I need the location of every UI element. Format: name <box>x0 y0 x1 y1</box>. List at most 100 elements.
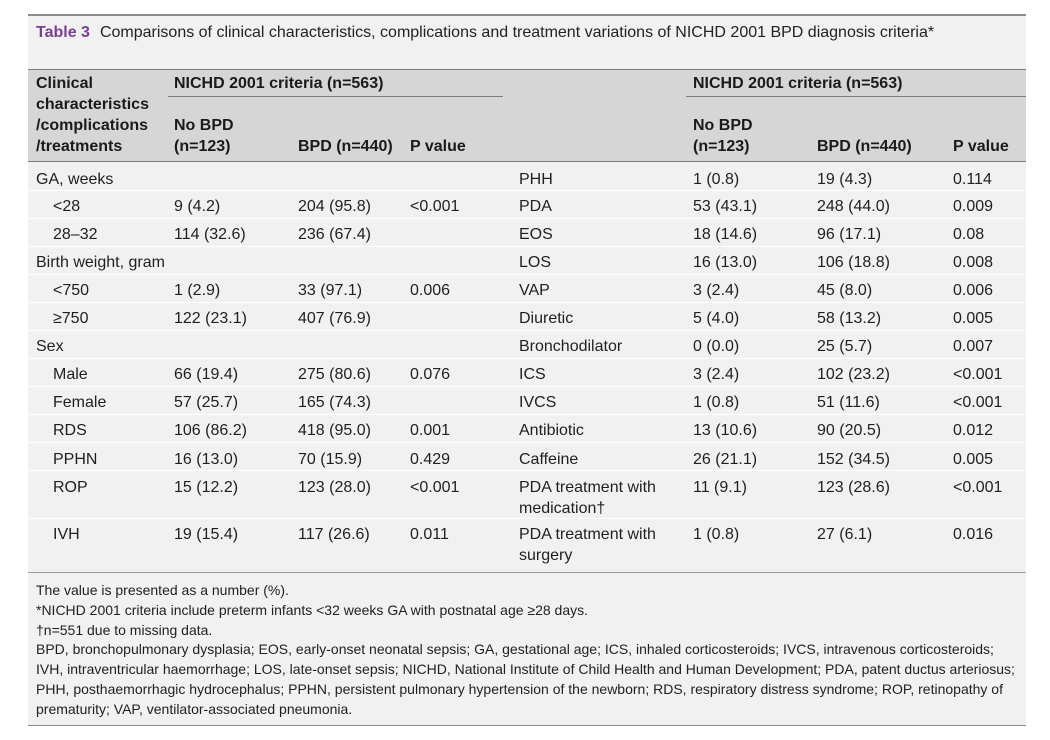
group-left-rule <box>168 96 503 97</box>
cell-no-bpd: 66 (19.4) <box>174 366 239 383</box>
cell-p-value: 0.012 <box>953 422 994 439</box>
cell-no-bpd: 122 (23.1) <box>174 310 247 327</box>
cell-no-bpd: 26 (21.1) <box>693 451 758 468</box>
cell-no-bpd: 1 (0.8) <box>693 394 740 411</box>
row-label: Antibiotic <box>519 422 584 439</box>
body-bottom-rule <box>28 572 1026 573</box>
cell-bpd: 106 (18.8) <box>817 254 890 271</box>
cell-no-bpd: 57 (25.7) <box>174 394 239 411</box>
cell-bpd: 45 (8.0) <box>817 282 873 299</box>
cell-p-value: 0.011 <box>410 526 449 543</box>
cell-p-value: 0.008 <box>953 254 994 271</box>
cell-bpd: 25 (5.7) <box>817 338 873 355</box>
row-label: Female <box>53 394 107 411</box>
cell-p-value: 0.076 <box>410 366 451 383</box>
row-divider <box>28 358 1026 359</box>
cell-p-value: <0.001 <box>953 366 1003 383</box>
cell-bpd: 152 (34.5) <box>817 451 890 468</box>
row-label: PDA <box>519 198 552 215</box>
cell-bpd: 204 (95.8) <box>298 198 371 215</box>
row-label: Male <box>53 366 88 383</box>
row-label: <750 <box>53 282 90 299</box>
group-header-right: NICHD 2001 criteria (n=563) <box>693 75 903 92</box>
row-divider <box>28 442 1026 443</box>
cell-bpd: 51 (11.6) <box>817 394 880 411</box>
row-label: Diuretic <box>519 310 574 327</box>
cell-bpd: 102 (23.2) <box>817 366 890 383</box>
group-right-rule <box>686 96 1026 97</box>
cell-bpd: 407 (76.9) <box>298 310 371 327</box>
cell-no-bpd: 11 (9.1) <box>693 479 747 496</box>
cell-p-value: 0.429 <box>410 451 451 468</box>
cell-p-value: 0.08 <box>953 226 985 243</box>
col-header-bpd-left: BPD (n=440) <box>298 138 393 155</box>
table-caption: Table 3 Comparisons of clinical character… <box>36 22 1016 43</box>
cell-p-value: 0.114 <box>953 171 992 188</box>
cell-bpd: 96 (17.1) <box>817 226 882 243</box>
row-label: PDA treatment with medication† <box>519 479 656 517</box>
row-label: ≥750 <box>53 310 89 327</box>
header-bottom-rule <box>28 161 1026 162</box>
cell-p-value: 0.006 <box>953 282 994 299</box>
cell-bpd: 123 (28.6) <box>817 479 890 496</box>
cell-no-bpd: 5 (4.0) <box>693 310 740 327</box>
cell-no-bpd: 15 (12.2) <box>174 479 239 496</box>
table-title: Comparisons of clinical characteristics,… <box>99 24 935 41</box>
row-divider <box>28 302 1026 303</box>
table-header <box>28 69 1026 162</box>
cell-bpd: 33 (97.1) <box>298 282 363 299</box>
cell-bpd: 248 (44.0) <box>817 198 890 215</box>
cell-p-value: 0.007 <box>953 338 994 355</box>
row-label: IVH <box>53 526 80 543</box>
cell-p-value: <0.001 <box>410 479 460 496</box>
cell-no-bpd: 53 (43.1) <box>693 198 758 215</box>
footnotes: The value is presented as a number (%). … <box>36 581 1021 720</box>
row-label: VAP <box>519 282 550 299</box>
table-panel: Table 3 Comparisons of clinical character… <box>28 14 1026 726</box>
cell-p-value: 0.006 <box>410 282 451 299</box>
cell-no-bpd: 0 (0.0) <box>693 338 740 355</box>
row-label: Bronchodilator <box>519 338 623 355</box>
cell-bpd: 90 (20.5) <box>817 422 882 439</box>
cell-no-bpd: 1 (0.8) <box>693 171 740 188</box>
cell-no-bpd: 114 (32.6) <box>174 226 246 243</box>
row-label: 28–32 <box>53 226 98 243</box>
row-label: PDA treatment with surgery <box>519 526 656 564</box>
row-label: <28 <box>53 198 81 215</box>
table-label: Table 3 <box>36 24 90 41</box>
cell-no-bpd: 9 (4.2) <box>174 198 221 215</box>
col-header-bpd-right: BPD (n=440) <box>817 138 912 155</box>
cell-no-bpd: 18 (14.6) <box>693 226 758 243</box>
cell-p-value: 0.001 <box>410 422 451 439</box>
cell-no-bpd: 1 (2.9) <box>174 282 221 299</box>
row-divider <box>28 386 1026 387</box>
row-divider <box>28 274 1026 275</box>
cell-bpd: 123 (28.0) <box>298 479 371 496</box>
footnote: The value is presented as a number (%). <box>36 582 289 598</box>
cell-no-bpd: 106 (86.2) <box>174 422 247 439</box>
cell-bpd: 19 (4.3) <box>817 171 873 188</box>
row-label: GA, weeks <box>36 171 114 188</box>
row-label: PPHN <box>53 451 98 468</box>
col-header-characteristics: Clinical characteristics /complications … <box>36 75 149 155</box>
row-label: LOS <box>519 254 552 271</box>
row-label: EOS <box>519 226 553 243</box>
cell-bpd: 236 (67.4) <box>298 226 371 243</box>
row-label: Sex <box>36 338 64 355</box>
cell-no-bpd: 19 (15.4) <box>174 526 239 543</box>
row-divider <box>28 190 1026 191</box>
row-label: ICS <box>519 366 546 383</box>
footnote: *NICHD 2001 criteria include preterm inf… <box>36 601 589 618</box>
group-header-left: NICHD 2001 criteria (n=563) <box>174 75 384 92</box>
row-divider <box>28 518 1026 519</box>
row-divider <box>28 470 1026 471</box>
cell-p-value: 0.005 <box>953 451 994 468</box>
cell-no-bpd: 16 (13.0) <box>174 451 239 468</box>
bottom-rule <box>28 725 1026 726</box>
cell-p-value: 0.005 <box>953 310 994 327</box>
footnote: †n=551 due to missing data. <box>36 621 213 638</box>
row-divider <box>28 246 1026 247</box>
row-divider <box>28 218 1026 219</box>
cell-no-bpd: 3 (2.4) <box>693 282 740 299</box>
row-label: ROP <box>53 479 88 496</box>
